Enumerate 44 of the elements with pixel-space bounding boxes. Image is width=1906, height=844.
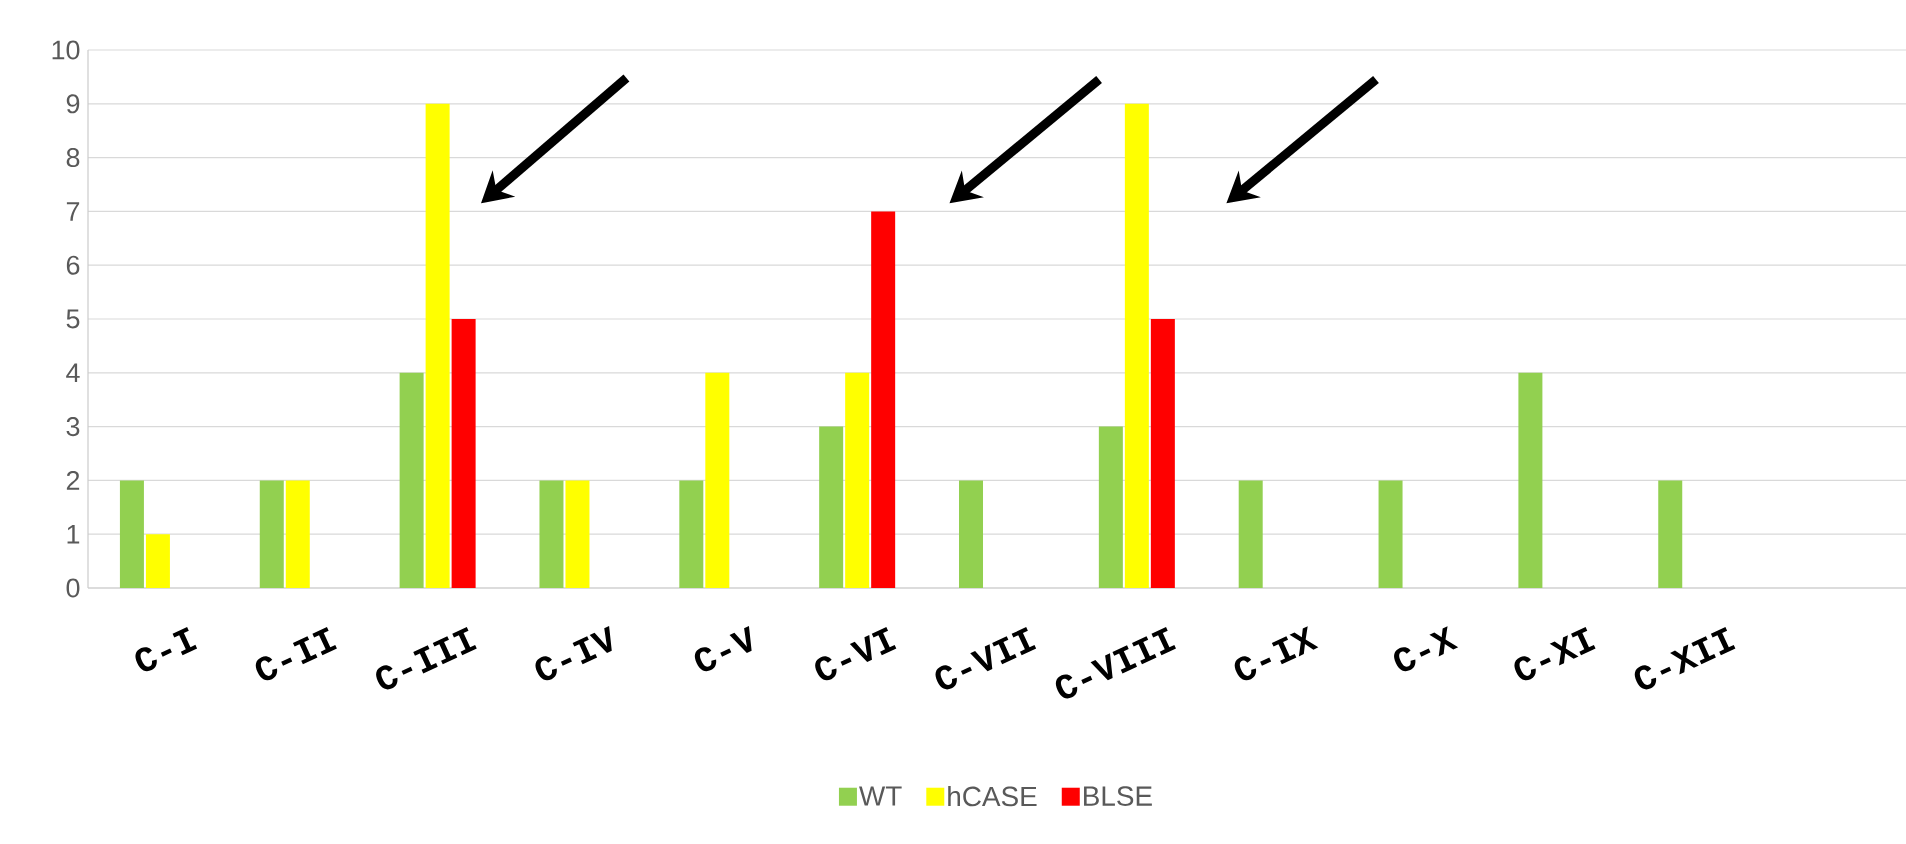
bar	[451, 319, 476, 588]
y-tick-label: 9	[66, 94, 80, 114]
y-tick-label: 6	[66, 255, 80, 275]
x-tick-label: C-II	[255, 627, 337, 681]
bar	[1098, 426, 1123, 588]
bar	[959, 480, 984, 588]
x-tick-label: C-I	[135, 627, 198, 672]
bar	[705, 372, 730, 588]
bar	[259, 480, 284, 588]
y-tick-label: 5	[66, 309, 80, 329]
bar	[1378, 480, 1403, 588]
bar	[285, 480, 310, 588]
bar	[1658, 480, 1683, 588]
x-tick-label: C-IX	[1234, 626, 1319, 681]
bar	[871, 211, 896, 588]
x-tick-label: C-V	[694, 625, 752, 672]
legend-label: BLSE	[1084, 786, 1152, 806]
y-tick-label: 8	[66, 148, 80, 168]
bar	[145, 534, 170, 588]
bar	[819, 426, 844, 588]
bar	[1518, 372, 1543, 588]
y-tick-label: 1	[67, 524, 80, 544]
bar	[399, 372, 424, 588]
bar	[539, 480, 564, 588]
y-tick-label: 3	[66, 417, 80, 437]
bar	[425, 103, 450, 588]
bar	[679, 480, 704, 588]
bar	[119, 480, 144, 588]
bar	[1150, 319, 1175, 588]
legend-label: WT	[859, 786, 902, 806]
x-tick-label: C-X	[1394, 626, 1459, 672]
x-tick-label: C-IV	[535, 625, 612, 681]
legend-label: hCASE	[948, 785, 1037, 807]
y-tick-label: 2	[66, 471, 80, 490]
bar	[1238, 480, 1263, 588]
bar	[1124, 103, 1149, 588]
x-tick-label: C-VI	[815, 627, 897, 681]
bar	[565, 480, 590, 588]
bar	[845, 372, 870, 588]
y-tick-label: 0	[66, 578, 80, 598]
y-tick-label: 7	[66, 202, 80, 221]
x-tick-label: C-XI	[1514, 627, 1596, 681]
y-tick-label: 4	[66, 363, 80, 383]
y-tick-label: 10	[52, 40, 80, 60]
